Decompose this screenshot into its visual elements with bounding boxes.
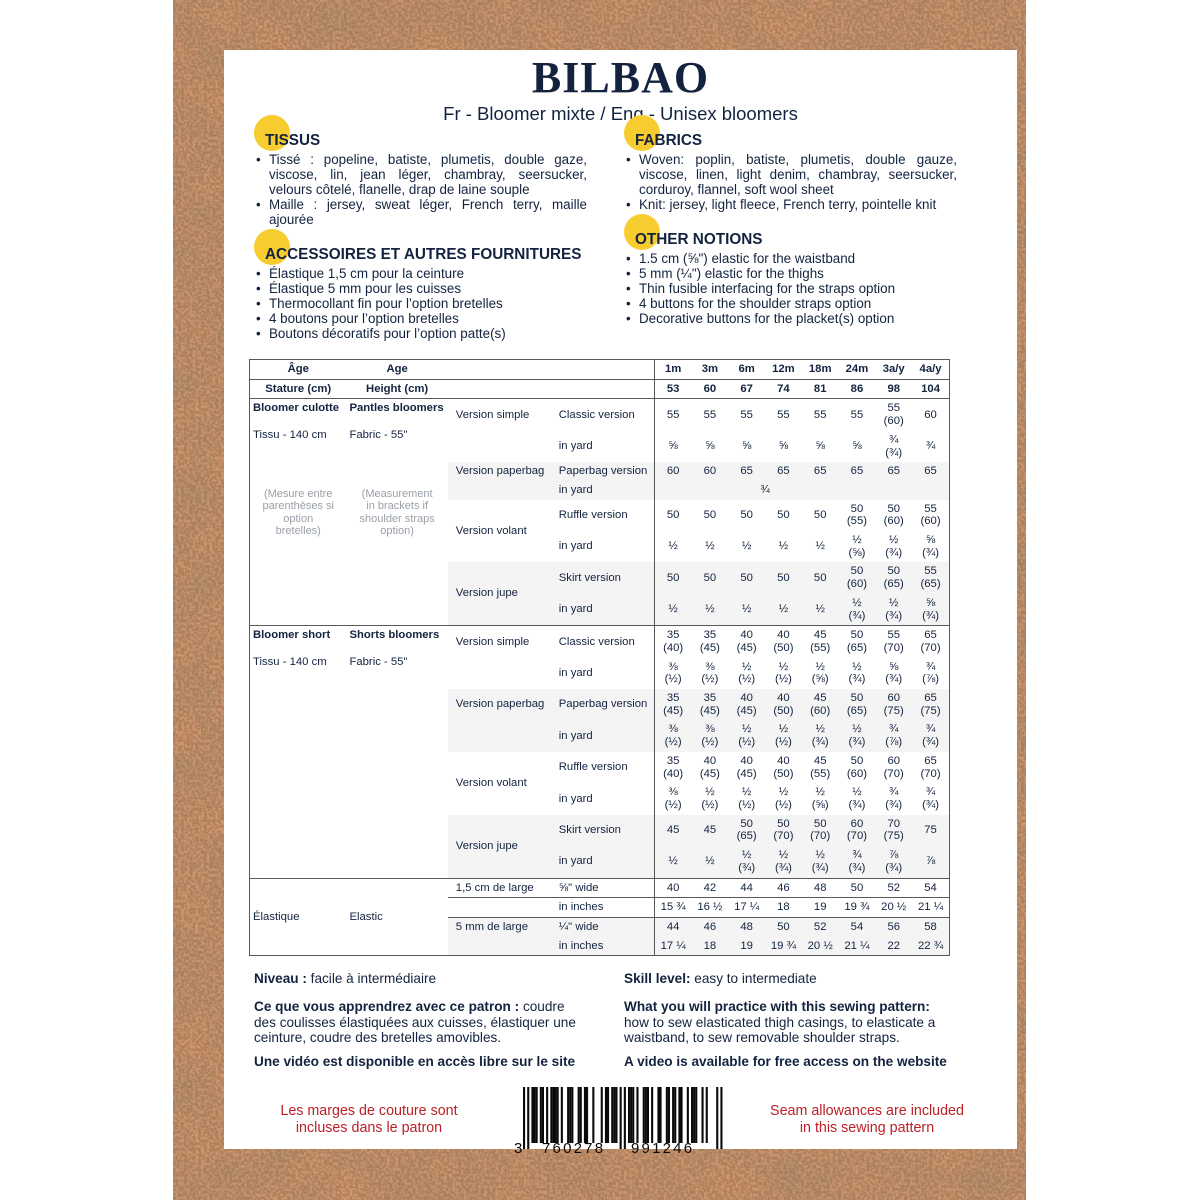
svg-text:991246: 991246 [631, 1140, 694, 1157]
svg-text:760278: 760278 [542, 1140, 605, 1157]
svg-text:3: 3 [514, 1140, 522, 1157]
